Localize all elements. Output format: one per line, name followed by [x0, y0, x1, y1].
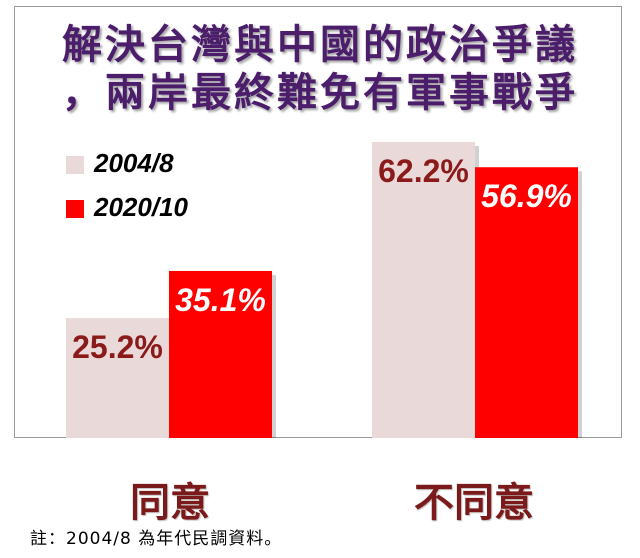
chart-title-line1: 解決台灣與中國的政治爭議: [62, 21, 578, 68]
footnote: 註：2004/8 為年代民調資料。: [30, 529, 283, 549]
legend-swatch-2004: [66, 156, 84, 174]
bar-disagree-2020-10: [475, 167, 578, 438]
legend-label-2004: 2004/8: [94, 148, 174, 178]
legend-label-2020: 2020/10: [94, 192, 188, 222]
data-label-disagree-2004-8: 62.2%: [378, 153, 469, 189]
category-label-disagree: 不同意: [414, 480, 534, 526]
bar-agree-2004-8: [66, 318, 169, 438]
data-label-agree-2004-8: 25.2%: [72, 329, 163, 365]
legend-swatch-2020: [66, 200, 84, 218]
bar-disagree-2004-8: [372, 142, 475, 438]
data-label-agree-2020-10: 35.1%: [175, 282, 266, 318]
chart-title-line2: ，兩岸最終難免有軍事戰爭: [62, 69, 578, 116]
category-label-agree: 同意: [130, 480, 210, 526]
bar-agree-2020-10: [169, 270, 272, 438]
data-label-disagree-2020-10: 56.9%: [481, 178, 572, 214]
